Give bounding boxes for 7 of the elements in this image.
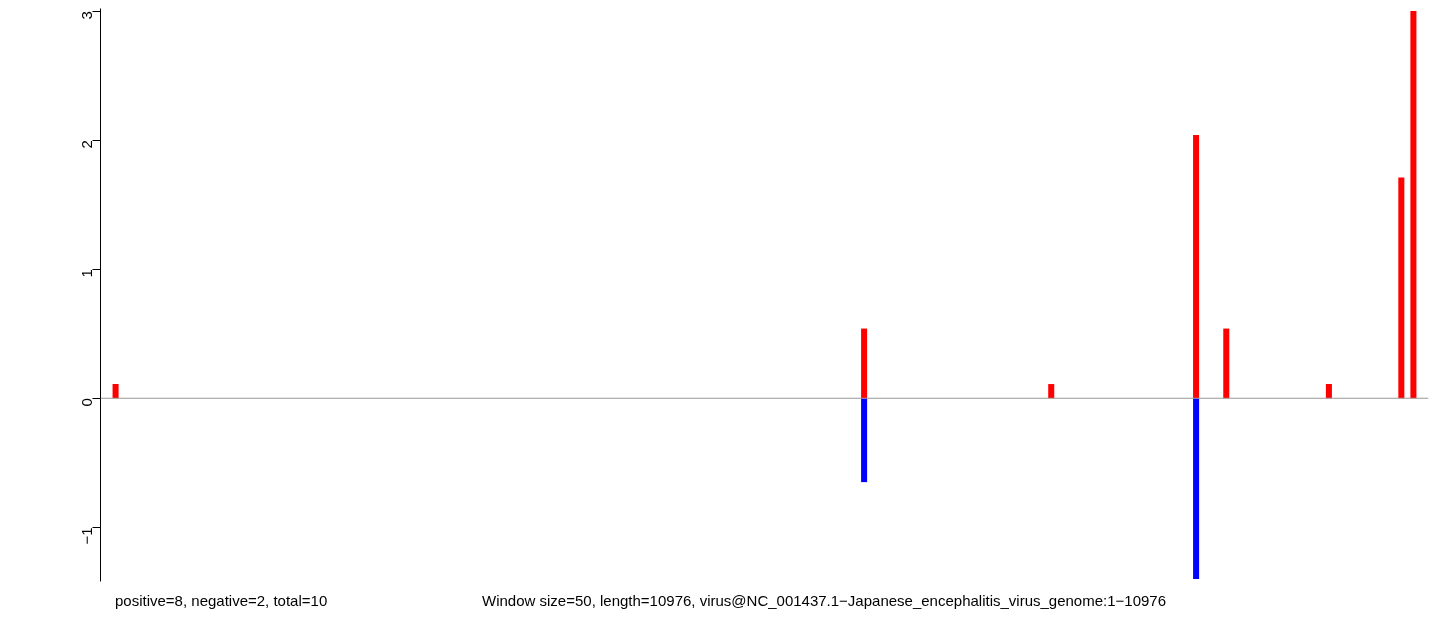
y-tick-label: −1 [78,527,96,545]
text: positive=8, negative=2, total=10 [115,591,328,611]
y-tick-label: 1 [78,269,96,278]
y-tick-label: 2 [78,140,96,149]
text: Window size=50, length=10976, virus@NC_001437.1−Japanese_encephalitis_virus_genome:1−10976 [482,591,1167,611]
y-tick-label: 3 [78,11,96,20]
y-tick-label: 0 [78,398,96,407]
